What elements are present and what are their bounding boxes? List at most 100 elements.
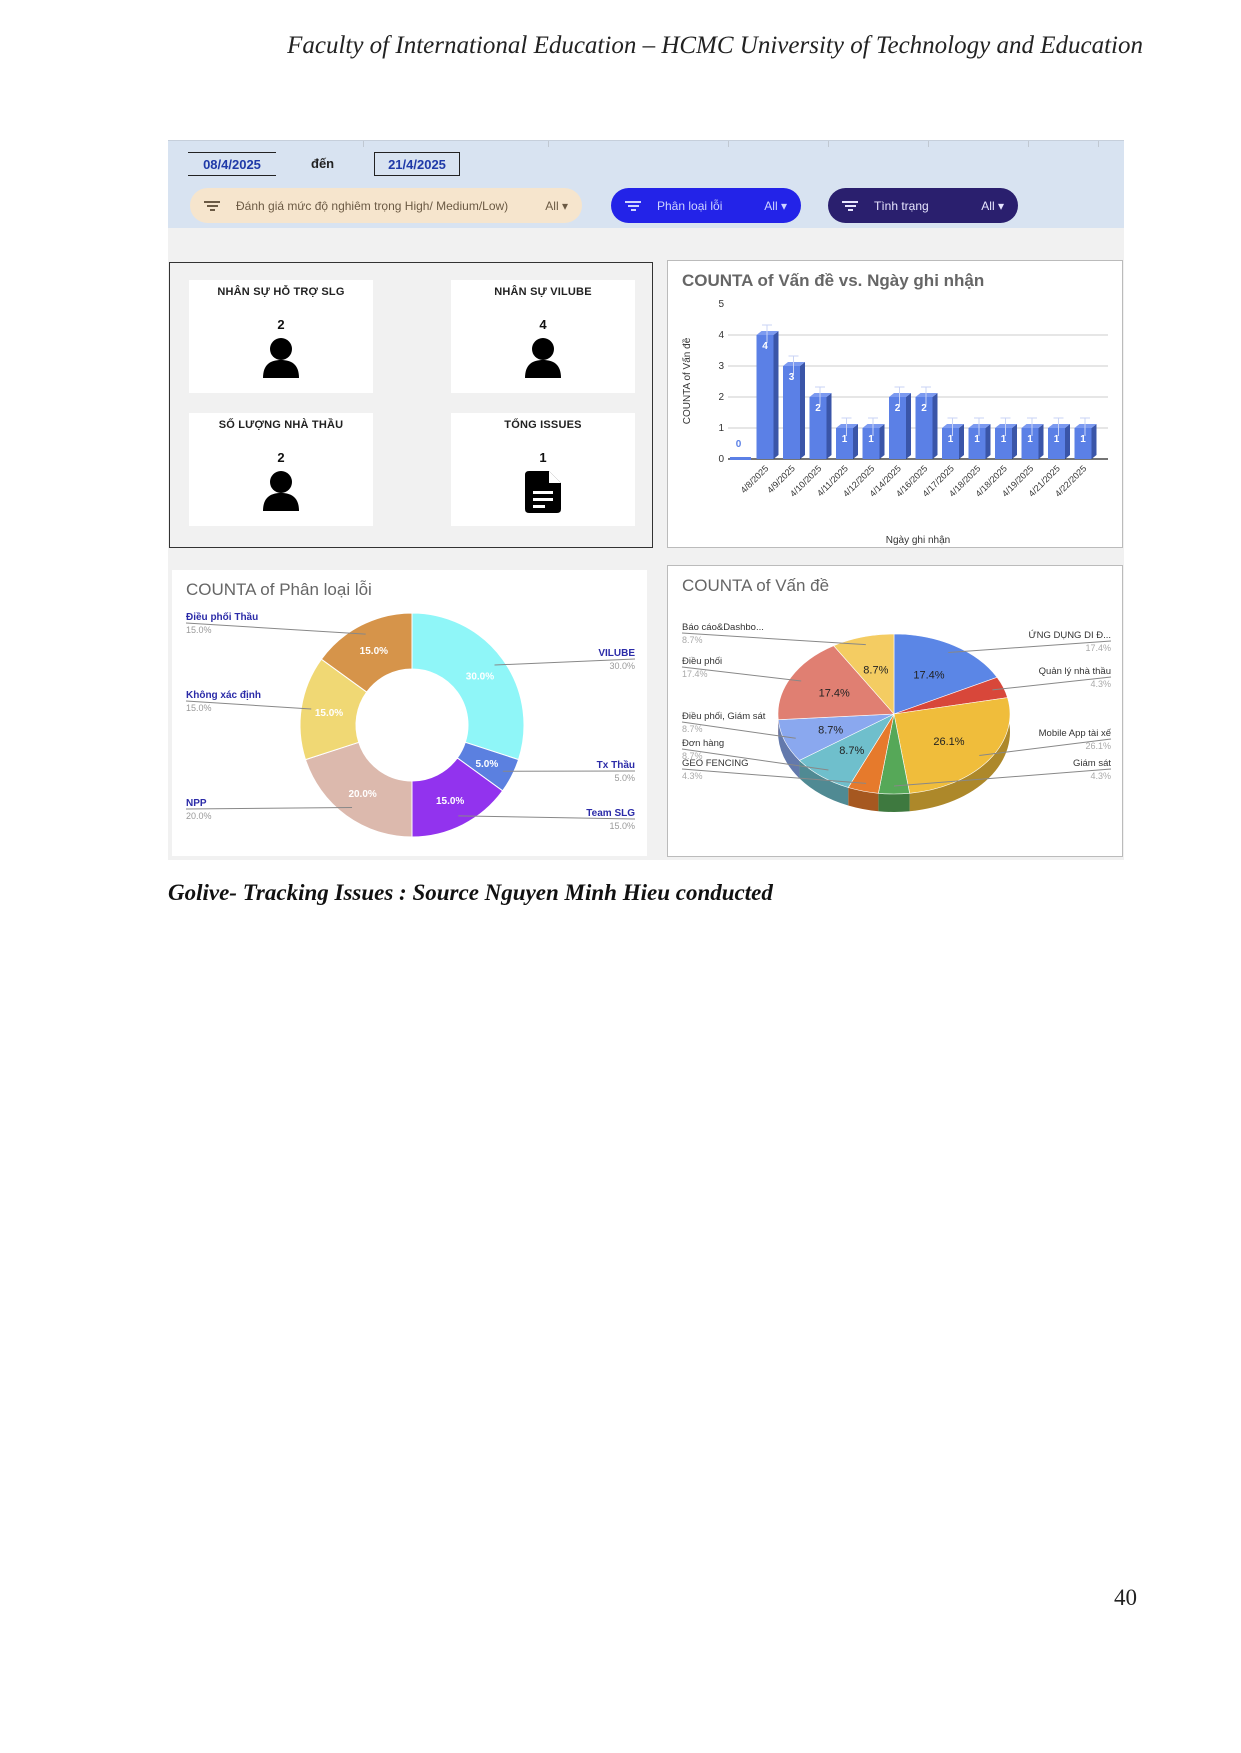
pie-chart-panel: COUNTA of Vấn đề 17.4% ỨNG DỤNG DI Đ... 17… [667,565,1123,857]
document-icon [525,471,561,513]
svg-text:4.3%: 4.3% [682,771,703,781]
svg-text:17.4%: 17.4% [819,688,850,700]
bar [968,428,986,459]
svg-text:0: 0 [718,454,724,465]
bar [756,335,774,459]
svg-text:30.0%: 30.0% [466,672,494,683]
date-separator: đến [311,156,335,171]
kpi-card-total-issues: TỔNG ISSUES 1 [451,413,635,526]
svg-text:1: 1 [948,434,954,445]
svg-text:1: 1 [868,434,874,445]
donut-chart: 30.0% VILUBE 30.0% 5.0% Tx Thầu 5.0% 15.0% Team… [185,611,635,838]
svg-text:8.7%: 8.7% [682,635,703,645]
kpi-value: 2 [277,450,285,465]
category-filter-value: All ▾ [764,198,787,213]
kpi-title: TỔNG ISSUES [504,419,582,431]
svg-text:GEO FENCING: GEO FENCING [682,758,749,769]
figure-caption: Golive- Tracking Issues : Source Nguyen … [168,880,773,905]
svg-text:Ngày ghi nhận: Ngày ghi nhận [886,535,951,546]
svg-text:2: 2 [718,392,724,403]
svg-text:1: 1 [1054,434,1060,445]
bar [995,428,1012,459]
donut-chart-title: COUNTA of Phân loại lỗi [186,580,372,599]
svg-text:4: 4 [718,330,724,341]
svg-text:Điều phối Thầu: Điều phối Thầu [186,611,258,623]
kpi-card-slg-staff: NHÂN SỰ HỖ TRỢ SLG 2 [189,280,373,393]
svg-text:3: 3 [718,361,724,372]
svg-text:15.0%: 15.0% [436,796,464,807]
page-header: Faculty of International Education – HCM… [287,32,1143,59]
svg-text:8.7%: 8.7% [818,725,843,737]
pie-slice [893,633,998,715]
svg-text:30.0%: 30.0% [609,661,635,671]
svg-text:VILUBE: VILUBE [598,648,635,659]
pie-chart-title: COUNTA of Vấn đề [682,576,830,595]
svg-text:Giám sát: Giám sát [1073,758,1111,769]
svg-text:17.4%: 17.4% [682,669,708,679]
svg-text:2: 2 [895,403,901,414]
svg-text:26.1%: 26.1% [933,736,964,748]
kpi-card-contractors: SỐ LƯỢNG NHÀ THẦU 2 [189,413,373,526]
kpi-value: 1 [539,450,547,465]
bar [1048,428,1065,459]
severity-filter-chip[interactable]: Đánh giá mức độ nghiêm trọng High/ Mediu… [190,188,582,223]
svg-text:20.0%: 20.0% [186,811,212,821]
svg-text:Team SLG: Team SLG [586,808,635,819]
svg-text:1: 1 [1080,434,1086,445]
svg-text:8.7%: 8.7% [863,664,888,676]
svg-text:Quản lý nhà thầu: Quản lý nhà thầu [1039,666,1111,677]
kpi-value: 2 [277,317,285,332]
svg-text:1: 1 [842,434,848,445]
kpi-title: NHÂN SỰ HỖ TRỢ SLG [217,286,345,298]
person-icon [263,471,299,511]
person-icon [525,338,561,378]
svg-text:4: 4 [762,341,768,352]
svg-text:ỨNG DỤNG DI Đ...: ỨNG DỤNG DI Đ... [1028,630,1111,641]
svg-text:1: 1 [718,423,724,434]
status-filter-label: Tình trạng [874,198,929,213]
filter-icon [842,199,858,213]
svg-text:15.0%: 15.0% [360,646,388,657]
pie-slice [777,645,895,720]
svg-text:COUNTA of Vấn đề: COUNTA of Vấn đề [681,337,693,424]
bar [889,397,906,459]
bar [1021,428,1039,459]
svg-text:15.0%: 15.0% [609,821,635,831]
svg-text:5.0%: 5.0% [475,759,498,770]
svg-text:Tx Thầu: Tx Thầu [597,759,635,771]
svg-text:4.3%: 4.3% [1090,771,1111,781]
svg-text:Điều phối: Điều phối [682,656,722,667]
kpi-value: 4 [539,317,547,332]
category-filter-chip[interactable]: Phân loại lỗi All ▾ [611,188,801,223]
svg-text:15.0%: 15.0% [186,625,212,635]
svg-text:15.0%: 15.0% [186,703,212,713]
bar [915,397,933,459]
pie-chart: 17.4% ỨNG DỤNG DI Đ... 17.4% Quản lý nhà th… [681,622,1112,812]
page-number: 40 [1114,1585,1137,1610]
svg-text:8.7%: 8.7% [682,751,703,761]
status-filter-chip[interactable]: Tình trạng All ▾ [828,188,1018,223]
pie-slice [893,697,1011,794]
svg-text:4/8/2025: 4/8/2025 [739,463,771,495]
pie-slice [833,633,895,715]
svg-text:5.0%: 5.0% [614,773,635,783]
svg-text:5: 5 [718,299,724,310]
severity-filter-value: All ▾ [545,198,568,213]
status-filter-value: All ▾ [981,198,1004,213]
date-from-field[interactable]: 08/4/2025 [188,152,276,176]
filter-icon [625,199,641,213]
svg-text:17.4%: 17.4% [913,669,944,681]
dashboard-screenshot: 08/4/2025 đến 21/4/2025 Đánh giá mức độ … [168,140,1124,860]
donut-slice [411,612,525,761]
kpi-title: SỐ LƯỢNG NHÀ THẦU [218,419,344,431]
date-to-field[interactable]: 21/4/2025 [374,152,460,176]
svg-text:Điều phối, Giám sát: Điều phối, Giám sát [682,711,766,722]
bar [1074,428,1092,459]
bar-chart-title: COUNTA of Vấn đề vs. Ngày ghi nhận [682,271,985,290]
bar [783,366,800,459]
svg-text:3: 3 [789,372,795,383]
severity-filter-label: Đánh giá mức độ nghiêm trọng High/ Mediu… [236,198,509,213]
kpi-section: NHÂN SỰ HỖ TRỢ SLG 2 NHÂN SỰ VILUBE 4 SỐ… [169,262,653,548]
svg-text:8.7%: 8.7% [682,724,703,734]
